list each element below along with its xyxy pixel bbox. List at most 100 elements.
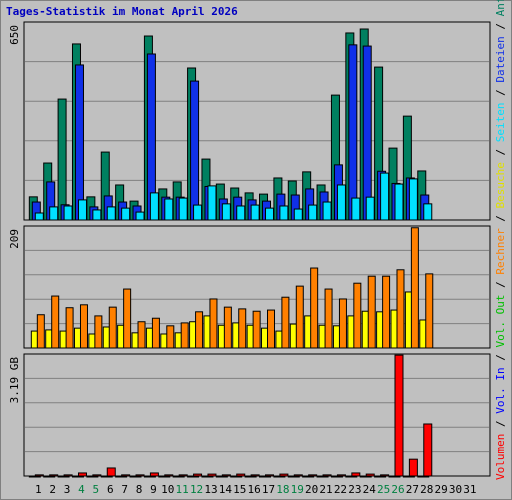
legend-entry: Rechner [494, 228, 507, 275]
bar [423, 423, 433, 477]
bar [65, 307, 74, 349]
bar [223, 306, 232, 349]
bar [281, 296, 290, 349]
legend-entry: Anfragen [494, 0, 507, 16]
x-tick-label: 14 [219, 483, 233, 496]
bar [178, 197, 188, 221]
bar [265, 474, 275, 477]
x-tick-label: 9 [150, 483, 157, 496]
x-tick-label: 26 [391, 483, 404, 496]
bar [166, 325, 175, 349]
bar [353, 282, 362, 349]
panel-frame [23, 353, 491, 477]
bar [149, 192, 159, 221]
x-tick-label: 12 [190, 483, 203, 496]
bar [63, 474, 73, 477]
x-tick-label: 24 [363, 483, 377, 496]
bar [308, 474, 318, 477]
bar [322, 201, 332, 221]
x-tick-label: 15 [233, 483, 246, 496]
bar [324, 288, 333, 349]
bar [236, 473, 246, 477]
bar [51, 295, 60, 349]
bar [279, 205, 289, 221]
x-tick-label: 8 [136, 483, 143, 496]
legend-separator: / [494, 208, 507, 228]
bar [410, 227, 419, 349]
x-tick-label: 25 [377, 483, 390, 496]
bar [207, 185, 217, 221]
bar [94, 315, 103, 349]
x-tick-label: 1 [35, 483, 42, 496]
bar [322, 474, 332, 477]
bar [367, 275, 376, 349]
legend-separator: / [494, 348, 507, 368]
x-tick-label: 31 [463, 483, 476, 496]
x-tick-label: 21 [319, 483, 332, 496]
bar [92, 209, 102, 221]
y-tick-label: 209 [8, 229, 21, 249]
legend: Volumen / Vol. In / Vol. Out / Rechner /… [494, 0, 507, 480]
bar [106, 467, 116, 477]
x-tick-label: 6 [107, 483, 114, 496]
x-tick-label: 11 [176, 483, 189, 496]
bar [92, 474, 102, 477]
bar [351, 197, 361, 221]
bar [34, 212, 44, 221]
x-tick-label: 13 [204, 483, 217, 496]
bar [49, 206, 59, 221]
bar [308, 204, 318, 221]
legend-separator: / [494, 16, 507, 36]
bar [193, 204, 203, 221]
bar [265, 207, 275, 221]
legend-entry: Volumen [494, 434, 507, 480]
bar [34, 474, 44, 477]
bar [74, 64, 84, 221]
x-tick-label: 20 [305, 483, 318, 496]
bar [425, 273, 434, 349]
x-tick-label: 27 [406, 483, 419, 496]
legend-separator: / [494, 142, 507, 162]
bar [348, 44, 358, 221]
bar [250, 204, 260, 221]
bar [279, 473, 289, 477]
legend-entry: Seiten [494, 102, 507, 142]
x-tick-label: 2 [49, 483, 56, 496]
bar [408, 178, 418, 221]
bar [164, 474, 174, 477]
legend-entry: Dateien [494, 36, 507, 82]
bar [123, 288, 132, 349]
legend-separator: / [494, 275, 507, 295]
bar [195, 311, 204, 349]
x-tick-label: 23 [348, 483, 361, 496]
bar [63, 205, 73, 221]
bar [135, 211, 145, 221]
bar [295, 285, 304, 349]
bar [380, 474, 390, 477]
chart-title: Tages-Statistik im Monat April 2026 [6, 5, 238, 18]
x-tick-label: 3 [64, 483, 71, 496]
bar [238, 308, 247, 349]
bar [121, 207, 131, 221]
x-tick-label: 18 [276, 483, 289, 496]
legend-entry: Vol. Out [494, 295, 507, 348]
bar [236, 205, 246, 221]
bar [57, 98, 67, 221]
bar [336, 474, 346, 477]
bar [394, 354, 404, 477]
legend-separator: / [494, 414, 507, 434]
bar [396, 269, 405, 349]
bar [77, 472, 87, 477]
bar [423, 203, 433, 221]
x-tick-label: 28 [420, 483, 433, 496]
legend-separator: / [494, 83, 507, 103]
bar [193, 473, 203, 477]
bar [209, 298, 218, 349]
bar [149, 472, 159, 477]
x-tick-label: 10 [161, 483, 174, 496]
bar [121, 474, 131, 477]
bar [108, 306, 117, 349]
bar [77, 199, 87, 221]
x-tick-label: 7 [121, 483, 128, 496]
